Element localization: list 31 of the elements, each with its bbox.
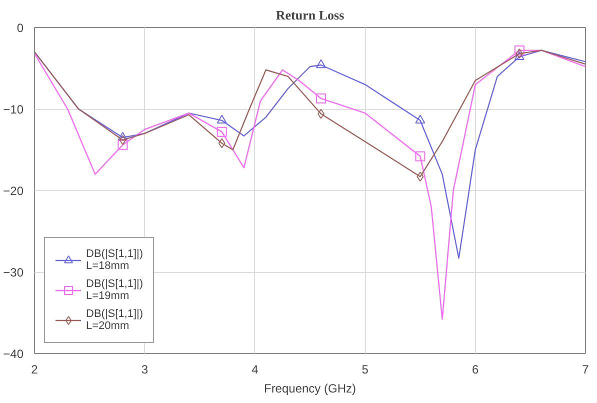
point (318, 108, 325, 119)
chart-title: Return Loss (276, 8, 344, 22)
x-tick-label: 2 (31, 362, 38, 376)
legend-label: DB(|S[1,1]|) L=19mm (86, 278, 144, 302)
y-tick-label: −40 (3, 347, 24, 361)
y-tick-label: −20 (3, 184, 24, 198)
point (316, 93, 326, 104)
y-tick-label: −30 (3, 266, 24, 280)
legend-label: DB(|S[1,1]|) L=20mm (86, 308, 144, 332)
y-tick-label: 0 (16, 21, 24, 35)
point (415, 151, 426, 162)
point (316, 59, 326, 68)
x-tick-label: 5 (362, 362, 369, 376)
x-tick-label: 4 (252, 362, 259, 376)
x-axis-title: Frequency (GHz) (264, 382, 356, 396)
y-tick-label: −10 (3, 102, 24, 116)
point (416, 172, 424, 182)
point (118, 132, 128, 141)
point (218, 138, 226, 148)
x-tick-label: 6 (472, 362, 479, 376)
x-tick-label: 7 (582, 362, 590, 376)
point (415, 114, 426, 124)
point (118, 140, 128, 150)
point (216, 126, 227, 137)
point (514, 51, 524, 60)
x-tick-label: 3 (141, 362, 148, 376)
point (119, 134, 126, 145)
point (514, 45, 524, 56)
point (216, 114, 227, 124)
legend-label: DB(|S[1,1]|) L=18mm (86, 248, 144, 272)
point (516, 48, 523, 59)
